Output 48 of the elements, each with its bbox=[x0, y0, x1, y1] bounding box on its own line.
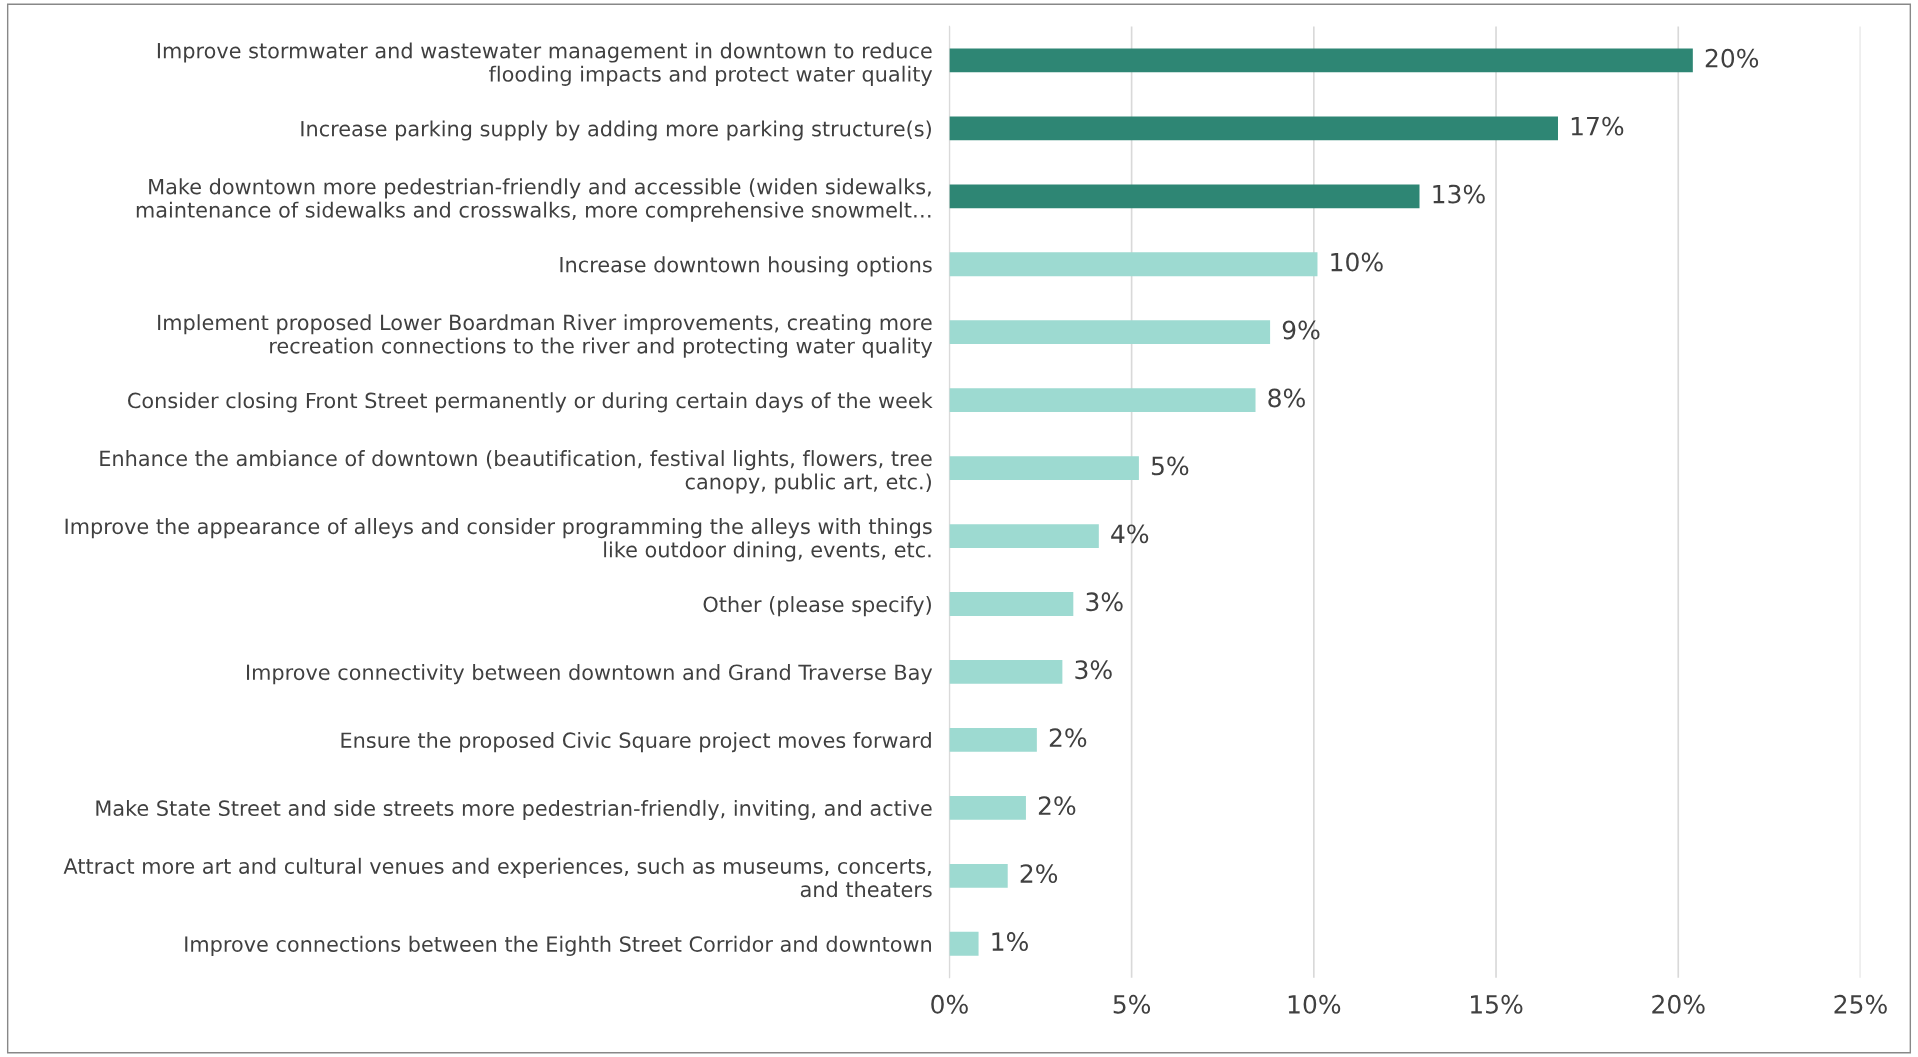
y-tick-label: Improve connections between the Eighth Street Corridor and downtown bbox=[185, 935, 931, 956]
y-tick-label: Other (please specify) bbox=[703, 596, 931, 617]
data-label: 10% bbox=[1331, 252, 1383, 272]
y-tick-label: Increase downtown housing options bbox=[560, 256, 932, 277]
bar bbox=[949, 660, 1063, 684]
data-label: 9% bbox=[1282, 320, 1320, 340]
bar bbox=[949, 456, 1139, 480]
x-tick-label: 10% bbox=[1288, 994, 1341, 1014]
data-label: 2% bbox=[1038, 796, 1076, 816]
bar bbox=[949, 320, 1271, 345]
bar bbox=[949, 524, 1099, 548]
bar bbox=[949, 863, 1008, 888]
bar bbox=[949, 48, 1693, 73]
bar bbox=[949, 388, 1256, 413]
y-tick-label: Make State Street and side streets more pedestrian-friendly, inviting, and active bbox=[96, 799, 932, 821]
bar bbox=[949, 931, 979, 956]
y-tick-label: Consider closing Front Street permanently or during certain days of the week bbox=[128, 392, 933, 413]
x-tick-label: 0% bbox=[931, 994, 968, 1014]
y-tick-label: Increase parking supply by adding more parking structure(s) bbox=[301, 120, 931, 141]
data-label: 17% bbox=[1571, 116, 1624, 136]
y-tick-label: Enhance the ambiance of downtown (beautification, festival lights, flowers, tree canopy, public art, etc.) bbox=[100, 450, 932, 494]
data-label: 5% bbox=[1151, 456, 1189, 476]
y-tick-label: Make downtown more pedestrian-friendly and accessible (widen sidewalks, maintenance of sidewalks and crosswalks, more comprehensive snowmelt… bbox=[136, 178, 931, 222]
x-tick-label: 25% bbox=[1834, 994, 1887, 1014]
data-label: 3% bbox=[1086, 592, 1123, 612]
data-label: 1% bbox=[992, 932, 1028, 951]
y-tick-label: Improve the appearance of alleys and consider programming the alleys with things like outdoor dining, events, etc. bbox=[65, 518, 932, 562]
bar bbox=[949, 116, 1558, 141]
y-tick-label: Improve stormwater and wastewater management in downtown to reduce flooding impacts and protect water quality bbox=[157, 42, 933, 86]
data-label: 2% bbox=[1049, 728, 1087, 748]
y-tick-label: Implement proposed Lower Boardman River improvements, creating more recreation connections to the river and protecting water quality bbox=[158, 314, 933, 358]
data-label: 4% bbox=[1111, 524, 1149, 544]
y-tick-label: Ensure the proposed Civic Square project moves forward bbox=[341, 731, 931, 753]
x-tick-label: 20% bbox=[1652, 994, 1705, 1014]
y-tick-label: Attract more art and cultural venues and experiences, such as museums, concerts, and theaters bbox=[63, 857, 932, 898]
data-label: 20% bbox=[1705, 48, 1759, 68]
data-label: 8% bbox=[1268, 388, 1305, 408]
y-tick-label: Improve connectivity between downtown and Grand Traverse Bay bbox=[247, 664, 933, 685]
x-tick-label: 15% bbox=[1471, 994, 1523, 1014]
data-label: 13% bbox=[1433, 184, 1485, 204]
bar bbox=[949, 184, 1420, 209]
bar bbox=[949, 592, 1074, 616]
bar bbox=[949, 252, 1318, 277]
bar bbox=[949, 728, 1037, 752]
x-tick-label: 5% bbox=[1113, 994, 1151, 1014]
bar bbox=[949, 795, 1026, 820]
data-label: 2% bbox=[1020, 864, 1058, 884]
data-label: 3% bbox=[1075, 660, 1112, 680]
